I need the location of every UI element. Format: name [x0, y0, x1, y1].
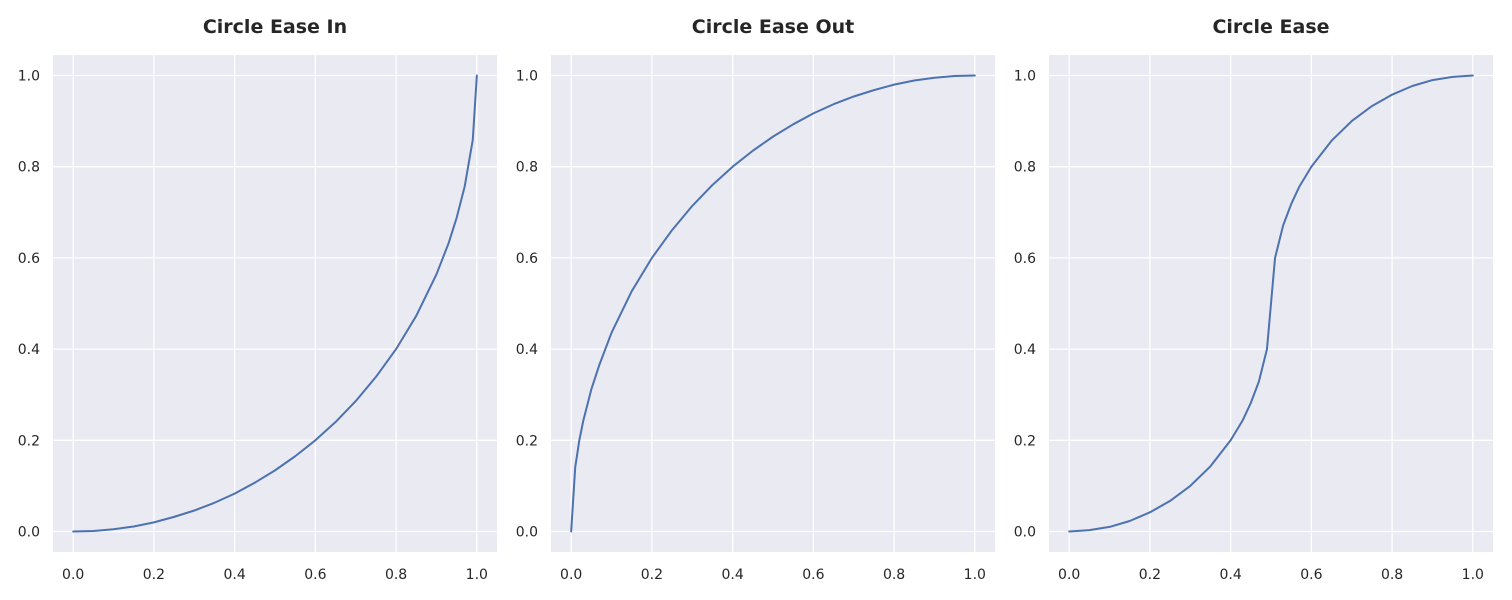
- x-tick-label: 0.6: [304, 567, 326, 583]
- y-tick-label: 1.0: [18, 69, 40, 85]
- y-tick-label: 0.8: [18, 160, 40, 176]
- x-tick-label: 0.8: [883, 567, 905, 583]
- x-tick-label: 0.6: [802, 567, 824, 583]
- x-tick-label: 0.4: [224, 567, 246, 583]
- y-tick-label: 1.0: [516, 69, 538, 85]
- x-tick-label: 1.0: [964, 567, 986, 583]
- chart-title: Circle Ease In: [203, 16, 347, 38]
- chart-title: Circle Ease: [1212, 16, 1329, 38]
- x-tick-label: 0.2: [1139, 567, 1161, 583]
- plot-area: [53, 55, 497, 552]
- series-line: [1068, 74, 1474, 533]
- x-tick-label: 1.0: [1462, 567, 1484, 583]
- x-tick-label: 0.8: [385, 567, 407, 583]
- y-tick-label: 0.4: [1014, 342, 1036, 358]
- x-tick-label: 0.0: [1058, 567, 1080, 583]
- y-tick-label: 0.6: [1014, 251, 1036, 267]
- y-tick-label: 0.2: [1014, 433, 1036, 449]
- chart-panel-2: 0.0 0.2 0.4 0.6 0.8 1.0 0.0 0.2 0.4 0.6 0.8 1.0 Circ…: [516, 16, 995, 583]
- y-tick-label: 0.4: [18, 342, 40, 358]
- y-tick-label: 0.2: [516, 433, 538, 449]
- y-tick-label: 0.0: [1014, 524, 1036, 540]
- x-tick-label: 0.0: [62, 567, 84, 583]
- chart-title: Circle Ease Out: [692, 16, 854, 38]
- series-line: [72, 74, 478, 533]
- x-tick-label: 0.4: [1220, 567, 1242, 583]
- x-tick-label: 0.4: [722, 567, 744, 583]
- y-tick-label: 0.6: [516, 251, 538, 267]
- y-tick-label: 0.8: [516, 160, 538, 176]
- chart-panel-1: 0.0 0.2 0.4 0.6 0.8 1.0 0.0 0.2 0.4 0.6 0.8 1.0 Circ…: [18, 16, 497, 583]
- chart-panel-3: 0.0 0.2 0.4 0.6 0.8 1.0 0.0 0.2 0.4 0.6 0.8 1.0 Circ…: [1014, 16, 1493, 583]
- x-tick-label: 0.6: [1300, 567, 1322, 583]
- y-tick-label: 0.2: [18, 433, 40, 449]
- x-tick-label: 0.2: [143, 567, 165, 583]
- y-tick-label: 0.0: [18, 524, 40, 540]
- y-tick-label: 0.0: [516, 524, 538, 540]
- y-tick-label: 1.0: [1014, 69, 1036, 85]
- plot-area: [551, 55, 995, 552]
- x-tick-label: 0.2: [641, 567, 663, 583]
- x-tick-label: 0.0: [560, 567, 582, 583]
- y-tick-label: 0.6: [18, 251, 40, 267]
- y-tick-label: 0.8: [1014, 160, 1036, 176]
- y-tick-label: 0.4: [516, 342, 538, 358]
- x-tick-label: 1.0: [466, 567, 488, 583]
- series-line: [570, 74, 976, 533]
- x-tick-label: 0.8: [1381, 567, 1403, 583]
